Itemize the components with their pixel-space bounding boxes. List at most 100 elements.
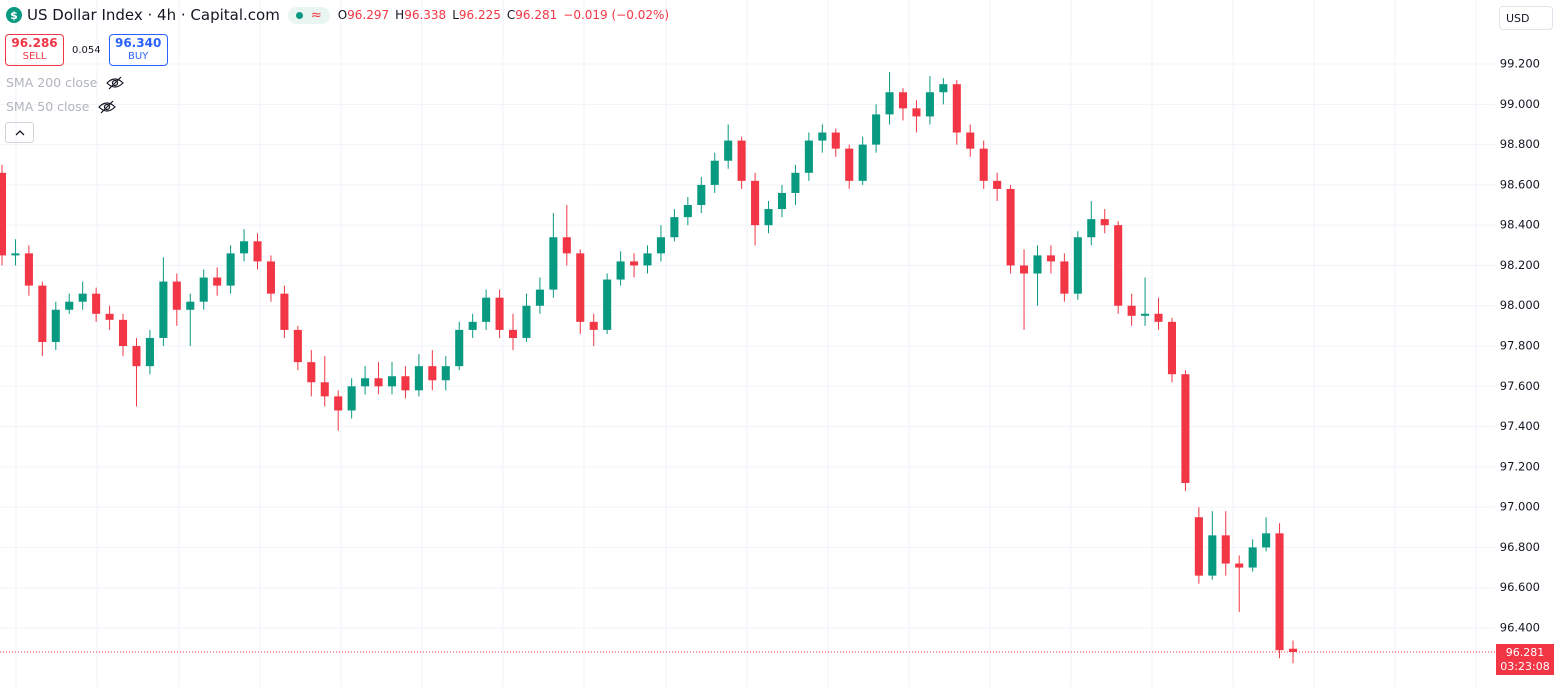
y-tick-label: 99.000 — [1500, 97, 1540, 111]
candle-body — [307, 362, 316, 383]
y-tick-label: 98.000 — [1500, 298, 1540, 312]
label: C — [506, 8, 516, 22]
hidden-icon[interactable] — [97, 100, 117, 114]
candle-body — [226, 253, 235, 286]
low-value: L96.225 — [452, 8, 501, 22]
candle-body — [92, 293, 101, 314]
buy-button[interactable]: 96.340 BUY — [108, 34, 168, 66]
candle-body — [818, 132, 827, 141]
candle-body — [1073, 237, 1082, 294]
candle-body — [213, 277, 222, 286]
collapse-button[interactable] — [5, 122, 34, 143]
candle-body — [710, 160, 719, 185]
candle-body — [1033, 255, 1042, 274]
candle-body — [320, 382, 329, 397]
candle-body — [939, 84, 948, 93]
candle-body — [172, 281, 181, 310]
candle-body — [831, 132, 840, 149]
candle-body — [199, 277, 208, 302]
candle-body — [145, 337, 154, 367]
buy-label: BUY — [127, 51, 149, 62]
candle-body — [455, 329, 464, 367]
candle-body — [334, 396, 343, 411]
y-tick-label: 96.800 — [1500, 540, 1540, 554]
candle-body — [401, 376, 410, 391]
candle-body — [508, 329, 518, 338]
candle-body — [1208, 535, 1217, 576]
sell-price: 96.286 — [11, 36, 58, 50]
candle-body — [387, 376, 397, 387]
sell-button[interactable]: 96.286 SELL — [5, 34, 64, 66]
candle-body — [804, 140, 813, 173]
indicator-row[interactable]: SMA 50 close — [6, 99, 117, 114]
chevron-icon — [15, 129, 24, 135]
candle-body — [1194, 517, 1203, 576]
market-open-dot — [295, 11, 303, 19]
trade-buttons: 96.286 SELL 0.054 96.340 BUY — [5, 34, 168, 66]
label: L — [452, 8, 459, 22]
candle-body — [240, 241, 249, 254]
symbol-title[interactable]: US Dollar Index · 4h · Capital.com — [27, 6, 280, 24]
y-tick-label: 98.800 — [1500, 137, 1540, 151]
candle-body — [535, 289, 544, 306]
candle-body — [630, 261, 639, 266]
indicator-name: SMA 50 close — [6, 99, 90, 114]
candle-body — [1087, 219, 1096, 238]
status-pill[interactable]: ≈ — [287, 6, 330, 24]
candle-body — [616, 261, 625, 280]
candle-body — [1141, 313, 1150, 316]
candle-body — [549, 237, 558, 290]
candle-body — [1221, 535, 1230, 564]
hidden-icon[interactable] — [105, 76, 125, 90]
candle-body — [482, 297, 491, 322]
candle-body — [683, 205, 692, 218]
candle-body — [522, 305, 531, 338]
candle-body — [253, 241, 262, 262]
candle-body — [885, 92, 894, 115]
candle-body — [428, 366, 437, 381]
candle-body — [24, 253, 33, 286]
sell-label: SELL — [22, 51, 47, 62]
high-value: H96.338 — [395, 8, 446, 22]
candle-body — [1020, 265, 1029, 274]
y-tick-label: 97.800 — [1500, 339, 1540, 353]
change: −0.019 (−0.02%) — [563, 8, 670, 22]
candle-body — [1262, 533, 1271, 548]
label: H — [395, 8, 405, 22]
y-tick-label: 97.400 — [1500, 419, 1540, 433]
candle-body — [724, 140, 733, 161]
candle-body — [952, 84, 961, 133]
indicator-name: SMA 200 close — [6, 75, 98, 90]
y-tick-label: 96.400 — [1500, 620, 1540, 634]
candle-body — [603, 279, 612, 330]
candle-body — [1235, 563, 1244, 568]
candle-body — [105, 313, 114, 320]
candle-body — [293, 329, 302, 363]
candle-body — [589, 321, 598, 330]
candle-body — [845, 148, 854, 181]
y-tick-label: 98.400 — [1500, 218, 1540, 232]
legend-header: $ US Dollar Index · 4h · Capital.com ≈ O… — [6, 6, 669, 24]
label: O — [337, 8, 348, 22]
candle-body — [186, 301, 195, 310]
y-tick-label: 97.200 — [1500, 459, 1540, 473]
candle-body — [266, 261, 275, 294]
delayed-icon: ≈ — [310, 7, 322, 23]
candle-body — [159, 281, 168, 338]
candle-body — [751, 180, 760, 226]
candle-body — [347, 386, 356, 411]
y-tick-label: 97.600 — [1500, 379, 1540, 393]
candle-body — [1006, 188, 1015, 266]
candle-body — [1127, 305, 1136, 316]
y-tick-label: 98.200 — [1500, 258, 1540, 272]
buy-price: 96.340 — [114, 36, 162, 50]
candle-body — [656, 237, 665, 254]
indicator-row[interactable]: SMA 200 close — [6, 75, 125, 90]
currency-selector[interactable]: USD — [1499, 6, 1553, 30]
candle-body — [979, 148, 988, 181]
candle-body — [1275, 533, 1284, 651]
candle-body — [132, 346, 141, 367]
candle-body — [737, 140, 746, 181]
